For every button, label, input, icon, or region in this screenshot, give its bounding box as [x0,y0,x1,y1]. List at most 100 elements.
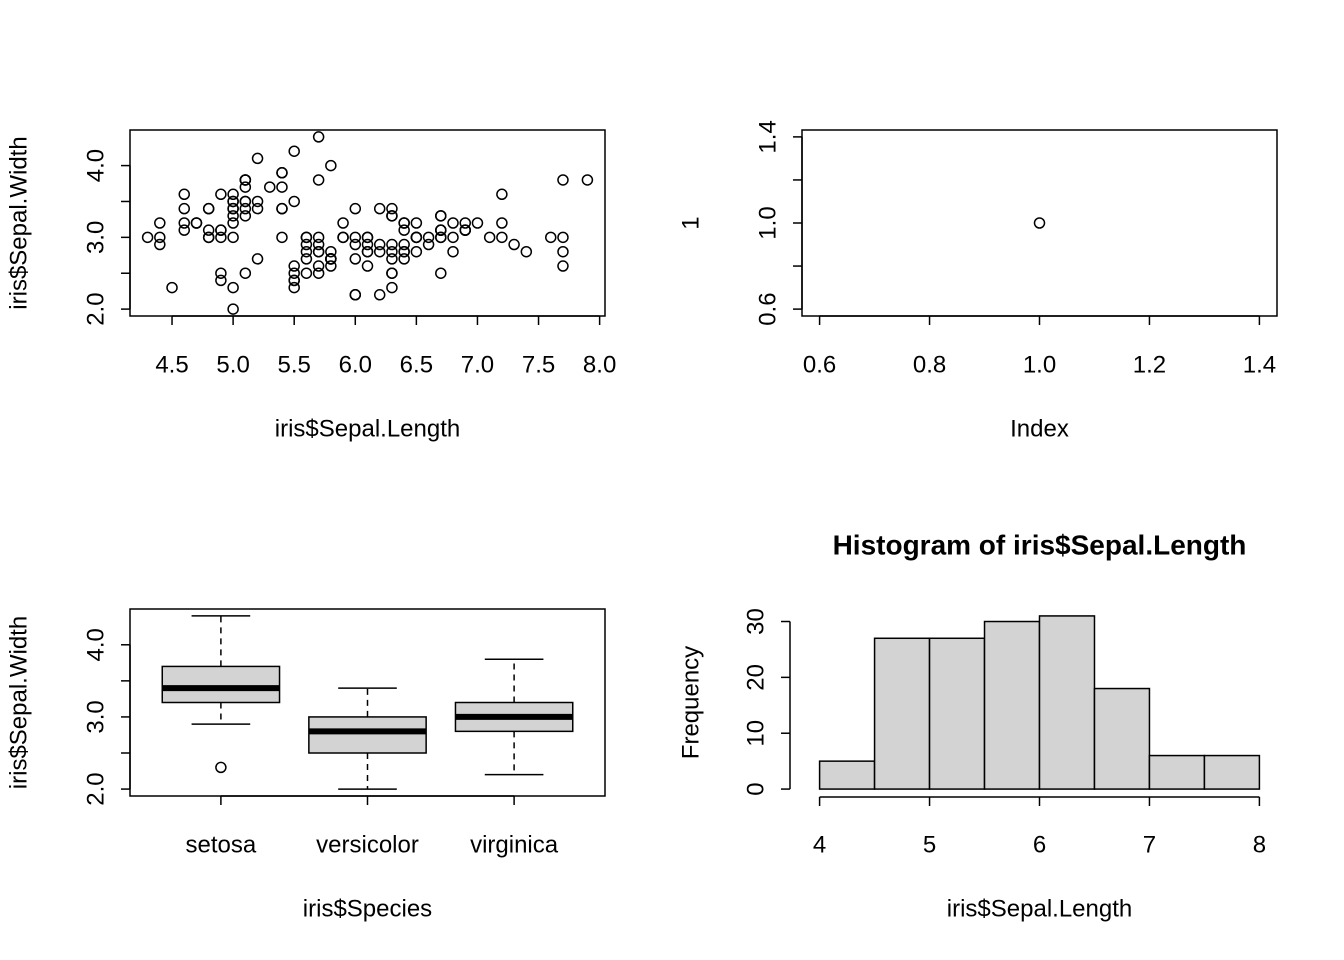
y-tick-label: 3.0 [82,221,109,254]
point [251,195,264,208]
point [361,260,374,272]
y-tick-label: 0.6 [754,292,781,325]
point [557,245,569,258]
point [508,238,520,251]
x-tick-label: virginica [470,831,559,858]
point [227,195,239,208]
y-axis-title: iris$Sepal.Width [5,616,32,789]
point [398,224,410,236]
y-tick-label: 3.0 [82,700,109,733]
point [349,238,362,251]
point [435,231,447,244]
point [239,181,252,193]
x-axis-title: Index [1010,415,1069,442]
x-tick-label: versicolor [316,831,419,858]
point [386,253,398,265]
point [227,231,239,244]
point [496,217,508,229]
x-tick-label: 5 [923,831,936,858]
point [300,267,313,279]
point [251,202,264,215]
bar [983,620,1041,790]
x-tick-label: 5.0 [216,351,249,378]
point [471,217,484,229]
point [435,210,447,222]
point [239,210,252,222]
point [483,231,496,244]
x-tick-label: 6 [1033,831,1046,858]
point [1033,217,1046,229]
point [178,188,190,201]
x-tick-label: 8.0 [583,351,616,378]
point [373,245,386,258]
point [337,231,349,244]
point [373,202,386,215]
point [410,231,423,244]
x-tick-label: 7.0 [461,351,494,378]
bar [1093,687,1151,790]
x-tick-label: 7 [1143,831,1156,858]
point [312,267,325,279]
point [178,224,190,236]
point [520,245,533,258]
point [410,245,423,258]
point [398,217,410,229]
y-tick-label: 0 [742,782,769,795]
x-tick-label: 6.0 [339,351,372,378]
point [312,238,325,251]
point [202,231,215,244]
point [373,238,386,251]
x-tick-label: setosa [186,831,257,858]
point [154,217,166,229]
point [276,231,288,244]
point [349,202,362,215]
point [325,159,337,172]
point [349,289,362,301]
x-axis-title: iris$Species [303,895,432,922]
point [227,281,239,294]
y-tick-label: 2.0 [82,292,109,325]
x-tick-label: 4.5 [155,351,188,378]
y-axis-title: iris$Sepal.Width [5,136,32,309]
point [239,195,252,208]
point [190,217,203,229]
point [386,245,398,258]
point [264,181,276,193]
point [154,238,166,251]
point [154,231,166,244]
point [361,231,374,244]
point [557,260,569,272]
point [459,224,471,236]
point [312,131,325,143]
point [251,253,264,265]
y-tick-label: 2.0 [82,772,109,805]
point [325,260,337,272]
point [349,253,362,265]
point [300,245,313,258]
x-tick-label: 7.5 [522,351,555,378]
x-tick-label: 1.0 [1023,351,1056,378]
point [386,281,398,294]
point [288,281,300,294]
y-tick-label: 4.0 [82,149,109,182]
x-tick-label: 0.8 [913,351,946,378]
point [435,267,447,279]
y-axis-title: 1 [677,216,704,229]
y-axis-title: Frequency [677,646,704,759]
y-tick-label: 1.0 [754,206,781,239]
point [288,260,300,272]
x-tick-label: 1.4 [1243,351,1276,378]
outlier [215,761,227,774]
point [312,174,325,186]
point [447,245,459,258]
point [239,267,252,279]
point [300,238,313,251]
point [166,281,178,294]
point [349,231,362,244]
point [215,274,227,287]
chart-title: Histogram of iris$Sepal.Length [833,529,1247,560]
x-tick-label: 0.6 [803,351,836,378]
point [178,217,190,229]
point [215,267,227,279]
